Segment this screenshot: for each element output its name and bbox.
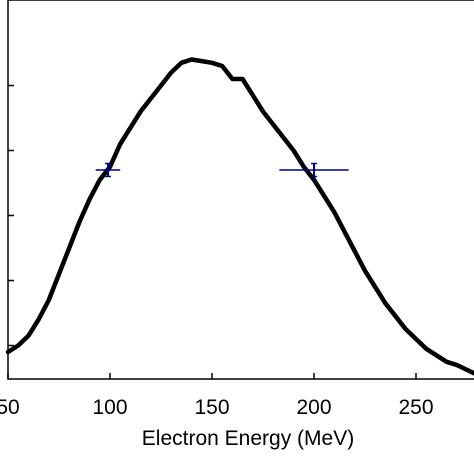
error-bar-0 <box>95 162 121 178</box>
x-tick-label-2: 150 <box>194 396 229 419</box>
plot-frame <box>7 0 474 380</box>
x-tick-label-3: 200 <box>296 396 331 419</box>
x-axis-ticks <box>7 373 417 379</box>
error-bars <box>95 162 349 178</box>
data-line <box>5 57 474 376</box>
x-tick-label-1: 100 <box>92 396 127 419</box>
error-bar-1 <box>279 162 349 178</box>
y-axis-ticks <box>8 84 14 347</box>
x-axis-title: Electron Energy (MeV) <box>142 427 354 450</box>
plot-area <box>5 0 474 380</box>
x-tick-label-0: 50 <box>0 396 20 419</box>
x-tick-label-4: 250 <box>398 396 433 419</box>
x-axis-tick-labels: 50 100 150 200 250 <box>0 396 434 419</box>
